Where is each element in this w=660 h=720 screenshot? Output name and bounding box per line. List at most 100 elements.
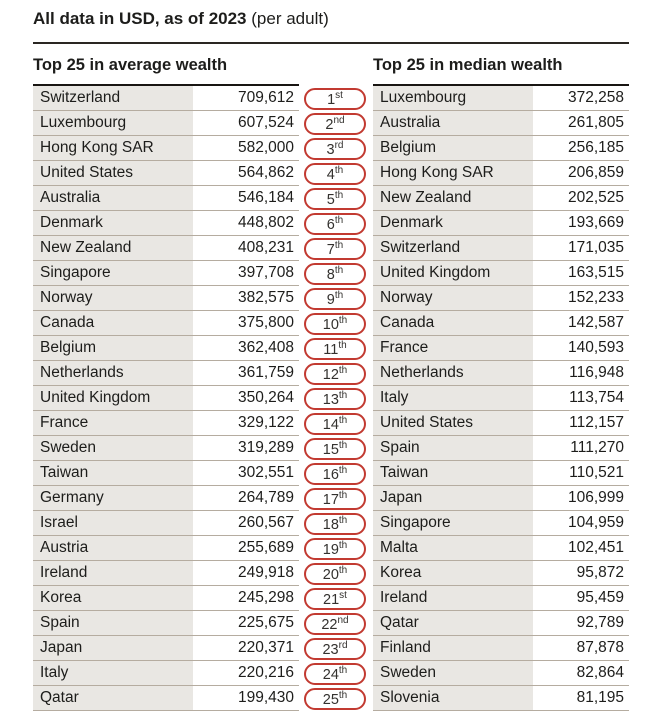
rank-slot: 3rd <box>302 136 368 161</box>
rank-number: 11 <box>323 341 339 358</box>
rank-ordinal-suffix: st <box>339 590 347 601</box>
market-name-cell: Taiwan <box>373 461 533 485</box>
rank-number: 12 <box>322 366 339 383</box>
wealth-value-cell: 319,289 <box>193 436 299 460</box>
wealth-value-cell: 82,864 <box>533 661 629 685</box>
table-row: Israel 260,567 <box>33 511 299 536</box>
rank-number: 24 <box>322 666 339 683</box>
market-name-cell: Ireland <box>373 586 533 610</box>
table-row: Canada 142,587 <box>373 311 629 336</box>
rank-badge: 11th <box>304 337 366 360</box>
market-name-cell: Denmark <box>33 211 193 235</box>
market-name-cell: Germany <box>33 486 193 510</box>
rank-slot: 6th <box>302 211 368 236</box>
rank-number: 18 <box>322 516 339 533</box>
market-name-cell: Hong Kong SAR <box>33 136 193 160</box>
wealth-value-cell: 329,122 <box>193 411 299 435</box>
wealth-value-cell: 81,195 <box>533 686 629 710</box>
rank-number: 5 <box>326 191 335 208</box>
rank-ordinal-suffix: th <box>334 290 344 301</box>
rank-number: 6 <box>326 216 335 233</box>
wealth-value-cell: 87,878 <box>533 636 629 660</box>
market-name-cell: Spain <box>373 436 533 460</box>
market-name-cell: Malta <box>373 536 533 560</box>
rank-ordinal-suffix: th <box>338 540 348 551</box>
table-row: Luxembourg 607,524 <box>33 111 299 136</box>
rank-badge: 22nd <box>304 612 366 635</box>
table-row: Japan 106,999 <box>373 486 629 511</box>
market-name-cell: United Kingdom <box>33 386 193 410</box>
rank-number: 8 <box>326 266 335 283</box>
market-name-cell: Luxembourg <box>373 86 533 110</box>
rank-badge: 25th <box>304 687 366 710</box>
wealth-value-cell: 382,575 <box>193 286 299 310</box>
average-wealth-table-header: Top 25 in average wealth <box>33 56 228 74</box>
rank-slot: 4th <box>302 161 368 186</box>
market-name-cell: Australia <box>33 186 193 210</box>
rank-ordinal-suffix: nd <box>337 615 349 626</box>
wealth-value-cell: 142,587 <box>533 311 629 335</box>
table-row: Australia 261,805 <box>373 111 629 136</box>
rank-ordinal-suffix: th <box>334 190 344 201</box>
table-row: Singapore 397,708 <box>33 261 299 286</box>
market-name-cell: Norway <box>373 286 533 310</box>
rank-ordinal-suffix: st <box>335 90 343 101</box>
rank-number: 3 <box>326 141 335 158</box>
table-row: France 329,122 <box>33 411 299 436</box>
page-title-main: All data in USD, as of 2023 <box>33 9 247 28</box>
wealth-value-cell: 199,430 <box>193 686 299 710</box>
market-name-cell: United States <box>373 411 533 435</box>
wealth-value-cell: 116,948 <box>533 361 629 385</box>
table-row: Ireland 249,918 <box>33 561 299 586</box>
market-name-cell: Luxembourg <box>33 111 193 135</box>
rank-badge: 18th <box>304 512 366 535</box>
table-row: Qatar 199,430 <box>33 686 299 711</box>
wealth-value-cell: 92,789 <box>533 611 629 635</box>
market-name-cell: Japan <box>373 486 533 510</box>
table-row: United Kingdom 350,264 <box>33 386 299 411</box>
market-name-cell: France <box>33 411 193 435</box>
market-name-cell: Korea <box>373 561 533 585</box>
market-name-cell: Qatar <box>33 686 193 710</box>
wealth-value-cell: 260,567 <box>193 511 299 535</box>
wealth-value-cell: 448,802 <box>193 211 299 235</box>
rank-slot: 20th <box>302 561 368 586</box>
wealth-value-cell: 193,669 <box>533 211 629 235</box>
market-name-cell: Spain <box>33 611 193 635</box>
rank-ordinal-suffix: th <box>334 165 344 176</box>
rank-ordinal-suffix: th <box>338 515 348 526</box>
rank-ordinal-suffix: th <box>338 365 348 376</box>
wealth-value-cell: 582,000 <box>193 136 299 160</box>
table-row: New Zealand 202,525 <box>373 186 629 211</box>
market-name-cell: Sweden <box>373 661 533 685</box>
rank-slot: 10th <box>302 311 368 336</box>
wealth-value-cell: 709,612 <box>193 86 299 110</box>
table-row: Taiwan 302,551 <box>33 461 299 486</box>
table-row: Italy 113,754 <box>373 386 629 411</box>
rank-badge: 1st <box>304 87 366 110</box>
rank-slot: 1st <box>302 86 368 111</box>
table-row: Taiwan 110,521 <box>373 461 629 486</box>
rank-badge: 15th <box>304 437 366 460</box>
table-row: Sweden 82,864 <box>373 661 629 686</box>
rank-number: 4 <box>326 166 335 183</box>
market-name-cell: Slovenia <box>373 686 533 710</box>
rank-badge: 9th <box>304 287 366 310</box>
rank-number: 16 <box>322 466 339 483</box>
rank-number: 2 <box>325 116 334 133</box>
rank-number: 19 <box>322 541 339 558</box>
rank-badge: 4th <box>304 162 366 185</box>
market-name-cell: Italy <box>373 386 533 410</box>
rank-slot: 15th <box>302 436 368 461</box>
wealth-value-cell: 106,999 <box>533 486 629 510</box>
title-divider <box>33 42 629 44</box>
rank-ordinal-suffix: th <box>334 265 344 276</box>
rank-badge: 5th <box>304 187 366 210</box>
rank-number: 14 <box>322 416 339 433</box>
wealth-value-cell: 255,689 <box>193 536 299 560</box>
rank-number: 21 <box>323 591 340 608</box>
market-name-cell: New Zealand <box>373 186 533 210</box>
wealth-value-cell: 397,708 <box>193 261 299 285</box>
average-wealth-table: Switzerland 709,612 Luxembourg 607,524 Hong … <box>33 84 299 711</box>
rank-number: 25 <box>322 691 339 708</box>
